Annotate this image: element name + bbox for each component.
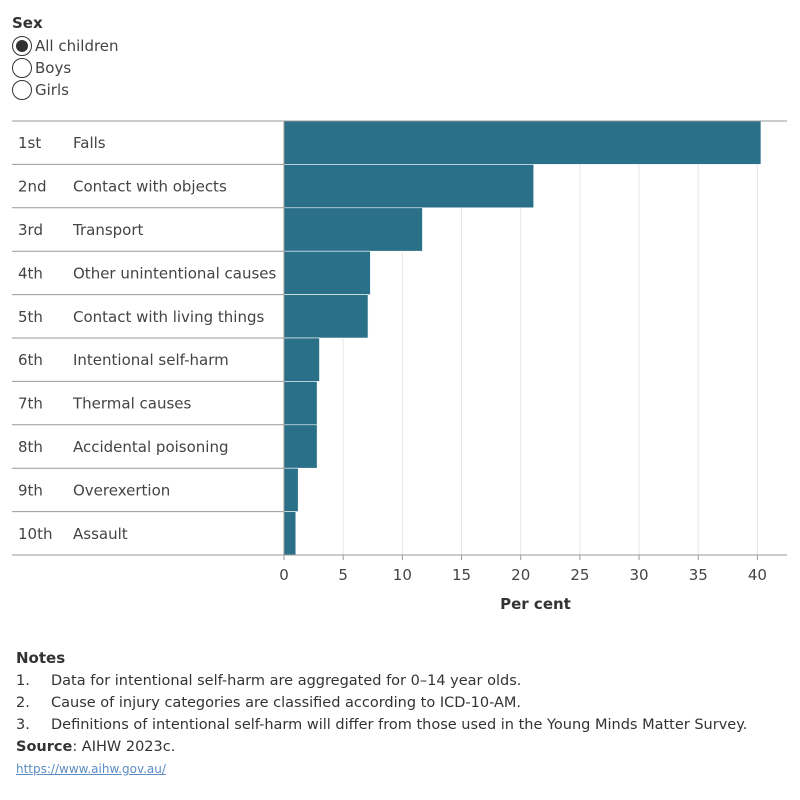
source-line: Source: AIHW 2023c.: [16, 736, 796, 758]
radio-boys[interactable]: Boys: [12, 57, 119, 79]
category-label: Contact with objects: [73, 178, 227, 196]
radio-label: Boys: [35, 59, 72, 77]
radio-button-icon[interactable]: [12, 58, 32, 78]
note-text: Definitions of intentional self-harm wil…: [51, 717, 748, 733]
note-item: 2. Cause of injury categories are classi…: [16, 692, 796, 714]
bar: [283, 424, 318, 469]
note-item: 1. Data for intentional self-harm are ag…: [16, 670, 796, 692]
x-tick-label: 0: [279, 566, 289, 584]
category-label: Falls: [73, 134, 106, 152]
category-label: Intentional self-harm: [73, 351, 229, 369]
rank-label: 3rd: [18, 221, 43, 239]
rank-label: 1st: [18, 134, 41, 152]
notes-title: Notes: [16, 649, 66, 667]
radio-label: Girls: [35, 81, 69, 99]
bar: [283, 207, 423, 252]
note-text: Cause of injury categories are classifie…: [51, 695, 522, 711]
x-tick-label: 20: [511, 566, 530, 584]
source-text: : AIHW 2023c.: [72, 739, 176, 755]
rank-label: 9th: [18, 481, 43, 499]
filter-title: Sex: [12, 14, 43, 32]
bar: [283, 511, 297, 556]
bar: [283, 294, 369, 339]
rank-label: 8th: [18, 438, 43, 456]
x-tick-label: 40: [748, 566, 767, 584]
x-tick-label: 10: [393, 566, 412, 584]
rank-label: 2nd: [18, 178, 47, 196]
sex-filter: Sex All children Boys Girls: [12, 14, 119, 101]
x-tick-label: 35: [689, 566, 708, 584]
category-label: Contact with living things: [73, 308, 264, 326]
rank-label: 6th: [18, 351, 43, 369]
bar: [283, 250, 371, 295]
source-link[interactable]: https://www.aihw.gov.au/: [16, 762, 166, 776]
x-tick-label: 30: [630, 566, 649, 584]
category-label: Overexertion: [73, 481, 170, 499]
bar: [283, 337, 320, 382]
bar: [283, 381, 318, 426]
rank-label: 4th: [18, 264, 43, 282]
category-label: Assault: [73, 525, 128, 543]
radio-button-icon[interactable]: [12, 36, 32, 56]
x-axis-title: Per cent: [500, 595, 571, 613]
note-item: 3. Definitions of intentional self-harm …: [16, 714, 796, 736]
rank-label: 7th: [18, 395, 43, 413]
rank-label: 5th: [18, 308, 43, 326]
radio-label: All children: [35, 37, 119, 55]
radio-girls[interactable]: Girls: [12, 79, 119, 101]
source-label: Source: [16, 739, 73, 755]
notes-section: Notes 1. Data for intentional self-harm …: [16, 649, 796, 777]
bar: [283, 467, 299, 512]
x-tick-label: 5: [338, 566, 348, 584]
radio-button-icon[interactable]: [12, 80, 32, 100]
note-number: 3.: [16, 717, 30, 733]
bar: [283, 120, 762, 165]
bar-chart: 1st Falls 2nd Contact with objects 3rd Transp…: [12, 120, 787, 613]
x-tick-label: 25: [570, 566, 589, 584]
category-label: Accidental poisoning: [73, 438, 229, 456]
radio-all-children[interactable]: All children: [12, 35, 119, 57]
note-number: 2.: [16, 695, 30, 711]
category-label: Other unintentional causes: [73, 264, 277, 282]
bar: [283, 164, 535, 209]
note-number: 1.: [16, 673, 30, 689]
rank-label: 10th: [18, 525, 52, 543]
category-label: Transport: [72, 221, 144, 239]
note-text: Data for intentional self-harm are aggre…: [51, 673, 522, 689]
x-tick-label: 15: [452, 566, 471, 584]
category-label: Thermal causes: [72, 395, 192, 413]
